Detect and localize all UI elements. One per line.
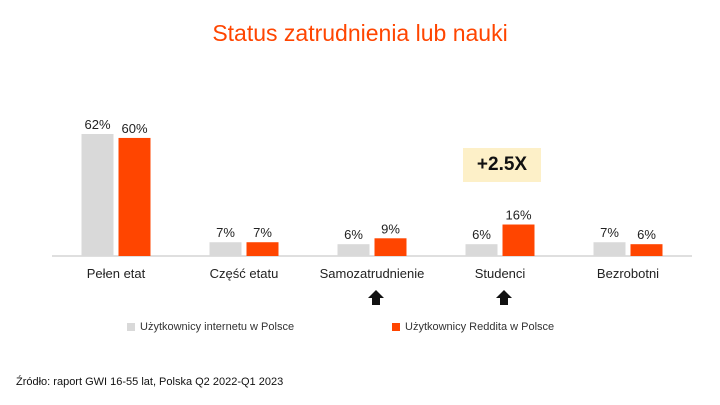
- category-label-5: Bezrobotni: [597, 266, 659, 281]
- legend-item-reddit: Użytkownicy Reddita w Polsce: [392, 321, 554, 333]
- bar-reddit-1: [118, 137, 151, 256]
- legend-item-internet: Użytkownicy internetu w Polsce: [127, 321, 294, 333]
- bar-reddit-2: [246, 242, 279, 256]
- category-label-1: Pełen etat: [87, 266, 146, 281]
- data-label-reddit-3: 9%: [381, 221, 400, 236]
- data-label-reddit-5: 6%: [637, 227, 656, 242]
- up-arrow-icon: [496, 290, 512, 305]
- bar-reddit-4: [502, 224, 535, 256]
- category-label-4: Studenci: [475, 266, 526, 281]
- bar-internet-3: [337, 244, 370, 256]
- category-label-3: Samozatrudnienie: [320, 266, 425, 281]
- bar-internet-2: [209, 242, 242, 256]
- data-label-reddit-4: 16%: [505, 208, 531, 223]
- callout-box: +2.5X: [463, 148, 541, 182]
- data-label-internet-3: 6%: [344, 227, 363, 242]
- bar-internet-4: [465, 244, 498, 256]
- legend-swatch-internet: [127, 323, 135, 331]
- bar-internet-5: [593, 242, 626, 256]
- legend-label-internet: Użytkownicy internetu w Polsce: [140, 321, 295, 333]
- chart-title: Status zatrudnienia lub nauki: [212, 20, 508, 46]
- legend: Użytkownicy internetu w Polsce Użytkowni…: [0, 321, 720, 337]
- bar-reddit-5: [630, 244, 663, 256]
- bar-reddit-3: [374, 238, 407, 256]
- bar-chart: 62% 60% Pełen etat 7% 7% Część etatu 6% 9% Samoz…: [52, 117, 692, 305]
- data-label-internet-2: 7%: [216, 225, 235, 240]
- legend-swatch-reddit: [392, 323, 400, 331]
- data-label-internet-5: 7%: [600, 225, 619, 240]
- legend-label-reddit: Użytkownicy Reddita w Polsce: [405, 321, 555, 333]
- category-label-2: Część etatu: [210, 266, 279, 281]
- data-label-reddit-1: 60%: [121, 121, 147, 136]
- callout-text: +2.5X: [476, 154, 528, 175]
- bar-internet-1: [81, 134, 114, 256]
- data-label-internet-1: 62%: [84, 117, 110, 132]
- up-arrow-icon: [368, 290, 384, 305]
- source-note: Źródło: raport GWI 16-55 lat, Polska Q2 …: [16, 376, 284, 388]
- data-label-reddit-2: 7%: [253, 225, 272, 240]
- data-label-internet-4: 6%: [472, 227, 491, 242]
